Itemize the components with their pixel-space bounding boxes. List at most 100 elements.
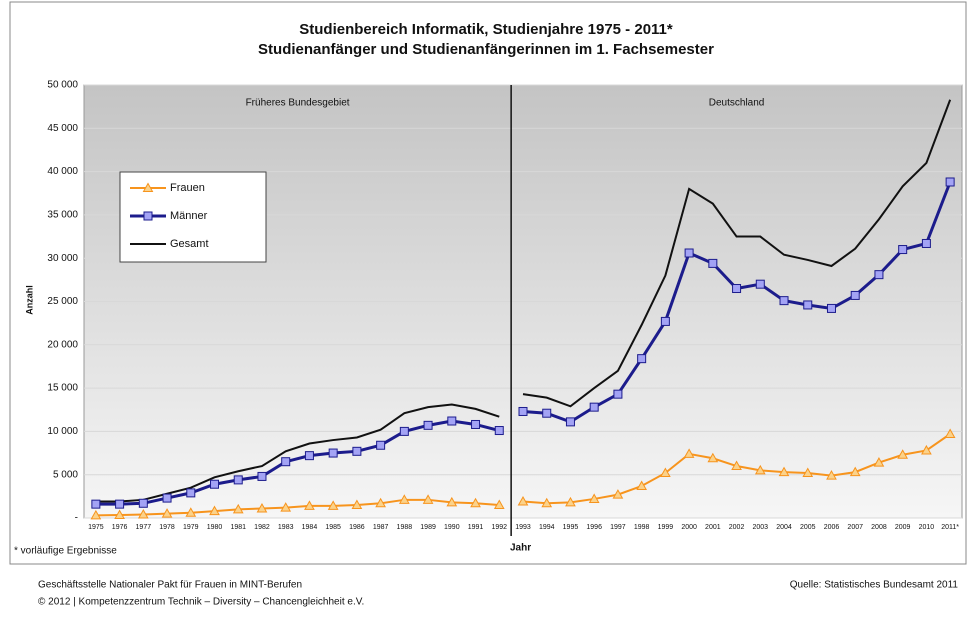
y-tick-label: 45 000 <box>47 123 78 134</box>
marker <box>185 507 197 517</box>
x-tick-label: 1979 <box>183 524 199 531</box>
marker <box>209 505 220 516</box>
series-line <box>522 99 952 408</box>
x-tick-label: 1982 <box>254 524 270 531</box>
x-tick-label: 1989 <box>420 524 436 531</box>
x-tick-label: 2011* <box>941 524 959 531</box>
chart-subtitle: Studienanfänger und Studienanfängerinnen… <box>258 41 714 58</box>
x-tick-label: 2010 <box>919 524 935 531</box>
x-tick-label: 1977 <box>136 524 152 531</box>
x-tick-label: 2008 <box>871 524 887 531</box>
chart-title: Studienbereich Informatik, Studienjahre … <box>299 21 673 38</box>
marker <box>304 500 315 510</box>
marker <box>447 416 457 426</box>
legend-label: Frauen <box>170 182 205 194</box>
x-tick-label: 2001 <box>705 524 721 531</box>
marker <box>565 417 575 427</box>
marker <box>565 496 576 507</box>
legend-marker <box>143 211 153 221</box>
marker <box>660 467 671 477</box>
marker <box>446 496 458 507</box>
x-axis-label: Jahr <box>510 543 531 554</box>
x-tick-label: 1991 <box>468 524 484 531</box>
x-tick-label: 1978 <box>159 524 175 531</box>
x-tick-label: 2009 <box>895 524 911 531</box>
x-tick-label: 2006 <box>824 524 840 531</box>
marker <box>304 451 314 461</box>
marker <box>778 466 790 477</box>
marker <box>376 440 386 450</box>
marker <box>518 406 528 416</box>
x-tick-label: 1995 <box>563 524 579 531</box>
marker <box>849 466 861 477</box>
legend-label: Gesamt <box>170 238 209 250</box>
y-tick-label: 20 000 <box>47 339 78 350</box>
x-tick-label: 1985 <box>325 524 341 531</box>
x-tick-label: 2003 <box>753 524 769 531</box>
marker <box>256 502 268 513</box>
x-tick-label: 2000 <box>681 524 697 531</box>
marker <box>327 500 339 510</box>
marker <box>826 470 837 480</box>
x-tick-label: 2005 <box>800 524 816 531</box>
y-tick-label: 15 000 <box>47 383 78 394</box>
marker <box>754 464 766 475</box>
marker <box>921 238 931 248</box>
marker <box>731 460 742 471</box>
marker <box>399 426 409 436</box>
y-tick-label: 5 000 <box>53 469 78 480</box>
marker <box>186 488 196 498</box>
marker <box>280 502 292 512</box>
x-tick-label: 2002 <box>729 524 745 531</box>
marker <box>873 457 885 467</box>
legend-label: Männer <box>170 210 208 222</box>
y-axis-label: Anzahl <box>24 285 34 315</box>
legend-marker <box>142 182 154 192</box>
note: * vorläufige Ergebnisse <box>14 546 117 557</box>
marker <box>779 296 789 306</box>
marker <box>328 448 338 458</box>
x-tick-label: 1987 <box>373 524 389 531</box>
marker <box>470 497 481 508</box>
x-tick-label: 1981 <box>230 524 246 531</box>
marker <box>232 503 244 514</box>
y-tick-label: 30 000 <box>47 253 78 264</box>
marker <box>945 177 955 187</box>
marker <box>351 499 363 510</box>
x-tick-label: 1975 <box>88 524 104 531</box>
marker <box>352 446 362 456</box>
marker <box>114 509 125 519</box>
marker <box>423 420 433 430</box>
y-tick-label: 50 000 <box>47 80 78 91</box>
x-tick-label: 1993 <box>515 524 531 531</box>
marker <box>683 448 695 458</box>
x-tick-label: 1994 <box>539 524 555 531</box>
marker <box>542 408 552 418</box>
y-tick-label: 35 000 <box>47 210 78 221</box>
marker <box>944 428 956 438</box>
marker <box>637 354 647 364</box>
x-tick-label: 1990 <box>444 524 460 531</box>
marker <box>90 509 102 520</box>
x-tick-label: 1976 <box>112 524 128 531</box>
footer-left: Geschäftsstelle Nationaler Pakt für Frau… <box>38 580 302 591</box>
x-tick-label: 1997 <box>610 524 626 531</box>
marker <box>612 489 624 499</box>
marker <box>471 419 481 429</box>
marker <box>138 498 148 508</box>
marker <box>422 494 434 504</box>
marker <box>921 444 932 455</box>
marker <box>162 493 172 503</box>
x-tick-label: 1998 <box>634 524 650 531</box>
marker <box>494 426 504 436</box>
marker <box>541 497 553 508</box>
marker <box>517 496 529 506</box>
marker <box>636 480 648 490</box>
marker <box>826 303 836 313</box>
footer-right: Quelle: Statistisches Bundesamt 2011 <box>790 580 959 591</box>
region-label: Deutschland <box>709 98 765 109</box>
region-label: Früheres Bundesgebiet <box>246 98 350 109</box>
marker <box>589 402 599 412</box>
x-tick-label: 2007 <box>847 524 863 531</box>
